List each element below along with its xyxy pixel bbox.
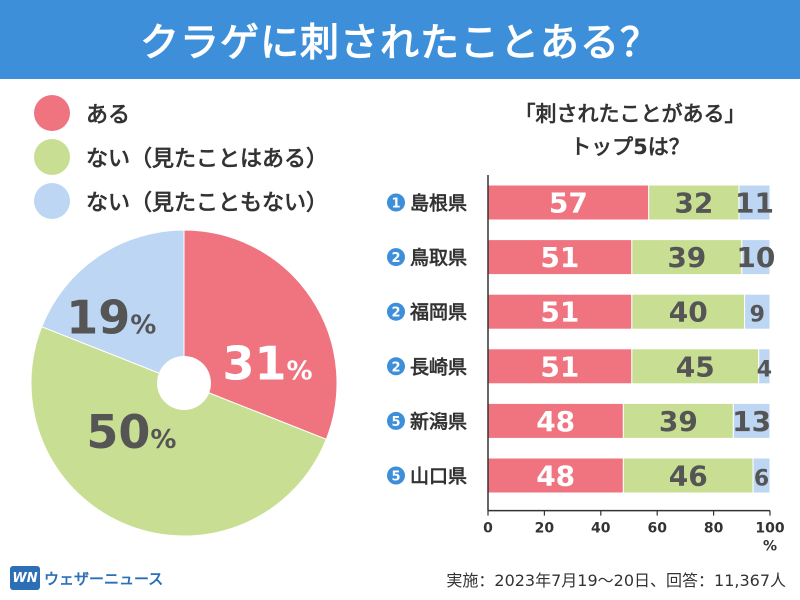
bar-chart-title-line-1: 「刺されたことがある」 [514, 102, 746, 126]
bar-value-label: 57 [549, 187, 588, 220]
weathernews-logo: WN [10, 566, 40, 590]
category-label: 新潟県 [410, 410, 467, 433]
category-label: 山口県 [410, 466, 467, 488]
bar-value-label: 6 [754, 467, 769, 492]
legend: ある ない（見たことはある） ない（見たこともない） [34, 91, 328, 223]
bar-value-label: 9 [750, 303, 765, 328]
brand-name: ウェザーニュース [44, 569, 164, 588]
pie-slice-no-never [41, 229, 185, 384]
rank-badge [387, 357, 405, 376]
bar-segment-no-seen [631, 293, 746, 330]
title-bar: クラゲに刺されたことある？ [0, 0, 800, 79]
bar-segment-no-seen [622, 402, 734, 439]
bar-segment-no-seen [648, 184, 740, 221]
bar-segment-yes [487, 402, 624, 439]
pie-label-no-never: 19% [66, 290, 156, 344]
bar-value-label: 10 [736, 241, 775, 274]
x-tick-label: 0 [483, 521, 493, 537]
bar-chart-title: 「刺されたことがある」 トップ5は？ [480, 98, 780, 164]
bar-value-label: 11 [735, 187, 774, 220]
bar-segment-no-seen [631, 348, 760, 385]
rank-badge [387, 302, 405, 321]
page-title: クラゲに刺されたことある？ [139, 20, 660, 66]
bar-value-label: 51 [540, 296, 579, 329]
brand: WN ウェザーニュース [10, 566, 163, 590]
x-tick-label: 60 [647, 521, 667, 537]
bar-segment-no-never [732, 402, 771, 439]
bar-segment-no-seen [631, 239, 743, 276]
category-label: 福岡県 [409, 301, 467, 324]
bar-segment-no-never [758, 348, 771, 385]
rank-badge [387, 466, 405, 485]
bar-value-label: 45 [676, 350, 715, 383]
bar-value-label: 4 [757, 357, 772, 382]
rank-number: 5 [391, 415, 400, 430]
bar-value-label: 13 [732, 405, 771, 438]
category-label: 島根県 [410, 192, 467, 215]
legend-label-no-never: ない（見たこともない） [86, 191, 329, 216]
legend-label-no-seen: ない（見たことはある） [86, 147, 329, 172]
rank-number: 2 [391, 360, 400, 375]
legend-swatch-no-never [34, 183, 70, 219]
bar-value-label: 48 [536, 405, 575, 438]
pie-label-no-seen: 50% [86, 405, 176, 459]
legend-item-no-never: ない（見たこともない） [34, 179, 328, 223]
rank-number: 5 [391, 470, 400, 485]
bar-segment-no-never [752, 457, 771, 494]
bar-value-label: 48 [536, 460, 575, 493]
bar-value-label: 40 [669, 296, 708, 329]
bar-value-label: 46 [669, 460, 708, 493]
pie-slice-yes [183, 229, 338, 440]
rank-badge [387, 248, 405, 267]
bar-value-label: 39 [667, 241, 706, 274]
pie-slice-no-seen [30, 326, 327, 537]
bar-value-label: 51 [540, 350, 579, 383]
bar-segment-no-never [741, 239, 771, 276]
rank-badge [387, 411, 405, 430]
bar-value-label: 39 [659, 405, 698, 438]
bar-chart-title-line-2: トップ5は？ [570, 135, 690, 159]
category-label: 鳥取県 [410, 246, 467, 269]
legend-item-yes: ある [34, 91, 328, 135]
rank-number: 1 [391, 197, 400, 212]
x-axis-unit: % [763, 539, 777, 555]
legend-label-yes: ある [86, 103, 131, 128]
bar-segment-no-never [738, 184, 771, 221]
legend-item-no-seen: ない（見たことはある） [34, 135, 328, 179]
pie-chart: 31% 50% 19% [30, 229, 338, 537]
rank-number: 2 [391, 251, 400, 266]
x-tick-label: 100 [755, 521, 784, 537]
legend-swatch-no-seen [34, 139, 70, 175]
pie-label-yes: 31% [222, 337, 312, 391]
bar-segment-yes [487, 348, 633, 385]
legend-swatch-yes [34, 95, 70, 131]
x-tick-label: 20 [535, 521, 555, 537]
pie-center-hole [157, 356, 211, 410]
bar-segment-yes [487, 184, 650, 221]
bar-chart: 1 島根県 57 32 112 鳥取県 51 39 102 福岡県 51 40 92 長崎県 51 45 45 新… [387, 175, 785, 555]
category-label: 長崎県 [410, 355, 467, 378]
rank-badge [387, 193, 405, 212]
rank-number: 2 [391, 306, 400, 321]
x-tick-label: 80 [704, 521, 724, 537]
bar-segment-no-seen [622, 457, 754, 494]
x-tick-label: 40 [591, 521, 611, 537]
bar-value-label: 32 [674, 187, 713, 220]
bar-value-label: 51 [540, 241, 579, 274]
survey-footnote: 実施：2023年7月19～20日、回答：11,367人 [446, 571, 786, 590]
bar-segment-yes [487, 293, 633, 330]
bar-segment-no-never [744, 293, 771, 330]
